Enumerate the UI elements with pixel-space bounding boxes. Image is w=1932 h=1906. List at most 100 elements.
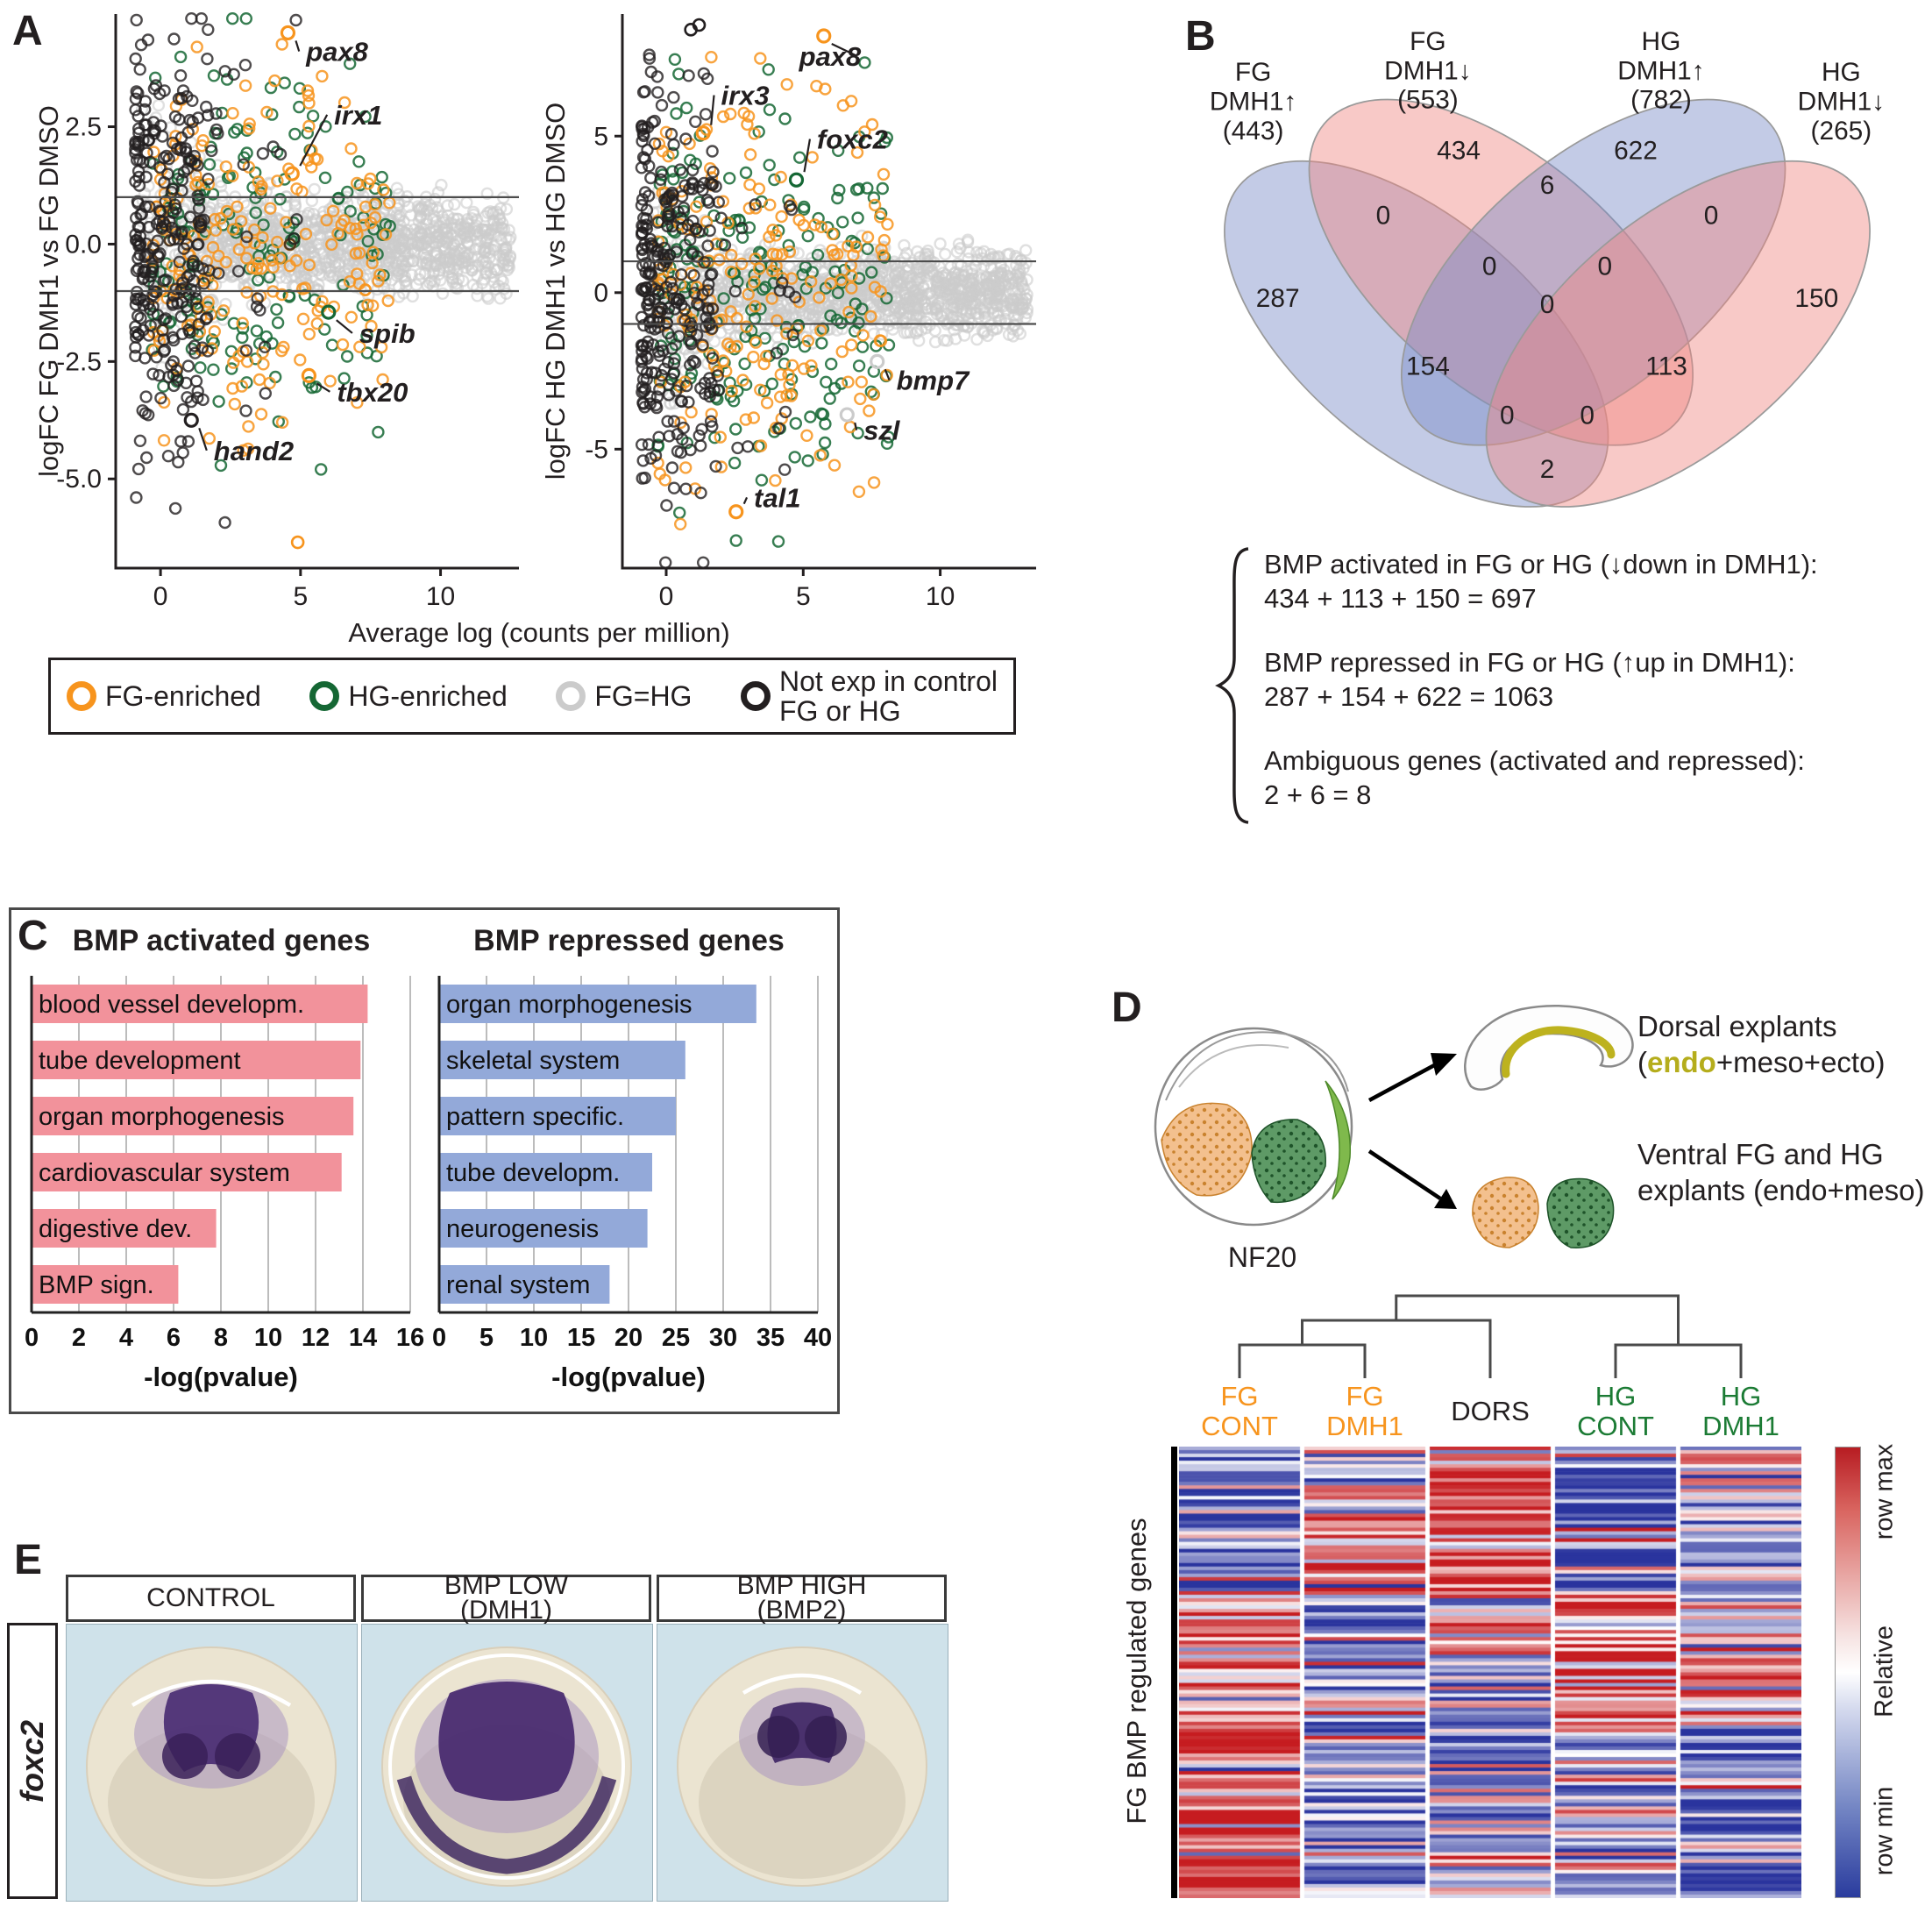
venn-ellipse bbox=[1224, 160, 1609, 508]
summary-group-repressed: BMP repressed in FG or HG (↑up in DMH1):… bbox=[1264, 645, 1818, 714]
venn-set-label: DMH1↑ bbox=[1210, 87, 1296, 116]
y-tick-label: 0.0 bbox=[65, 230, 102, 259]
venn-count: 0 bbox=[1482, 252, 1497, 281]
y-tick-label: 2.5 bbox=[65, 113, 102, 142]
legend-label: FG-enriched bbox=[105, 680, 261, 712]
venn-set-label: DMH1↓ bbox=[1798, 87, 1885, 116]
dorsal-caption-line2: (endo+meso+ecto) bbox=[1637, 1046, 1886, 1078]
legend-item: Not exp in control FG or HG bbox=[740, 666, 998, 726]
ventral-arrow bbox=[1367, 1149, 1457, 1209]
condition-header-control: CONTROL bbox=[66, 1575, 356, 1622]
summary-line: BMP activated in FG or HG (↓down in DMH1… bbox=[1264, 549, 1818, 580]
heatmap bbox=[1179, 1447, 1801, 1898]
embryo-image-control bbox=[66, 1624, 358, 1902]
x-tick-label: 0 bbox=[659, 582, 674, 611]
annotated-point bbox=[301, 367, 317, 384]
y-tick-label: -2.5 bbox=[56, 347, 102, 376]
dendrogram-branch bbox=[1238, 1343, 1367, 1378]
annotated-point bbox=[816, 28, 832, 44]
panel-a-label: A bbox=[12, 8, 43, 54]
venn-set-label: FG bbox=[1235, 58, 1271, 87]
endo-highlight: endo bbox=[1647, 1046, 1716, 1078]
heatmap-col-label: HG DMH1 bbox=[1702, 1381, 1779, 1441]
y-tick-label: -5 bbox=[585, 435, 608, 464]
panel-e-label: E bbox=[14, 1537, 43, 1583]
ventral-explant-art bbox=[1472, 1177, 1615, 1248]
header-line: BMP HIGH bbox=[736, 1571, 867, 1600]
gene-label: hand2 bbox=[214, 436, 294, 466]
bar-label: organ morphogenesis bbox=[39, 1103, 285, 1131]
gene-label-box: foxc2 bbox=[7, 1623, 58, 1899]
gene-label: tal1 bbox=[754, 482, 800, 513]
x-axis-label: -log(pvalue) bbox=[144, 1362, 298, 1392]
x-tick-label: 20 bbox=[614, 1324, 643, 1352]
axes bbox=[114, 14, 519, 570]
embryo-art bbox=[1154, 1027, 1353, 1227]
venn-count: 0 bbox=[1704, 201, 1719, 230]
x-tick-label: 16 bbox=[396, 1324, 424, 1352]
x-tick-label: 6 bbox=[167, 1324, 181, 1352]
bar-label: pattern specific. bbox=[446, 1103, 624, 1131]
legend-box: FG-enriched HG-enriched FG=HG Not exp in co… bbox=[48, 658, 1016, 735]
dendrogram-branch bbox=[1614, 1343, 1743, 1378]
dorsal-explant-art bbox=[1464, 1005, 1634, 1091]
ventral-caption: Ventral FG and HG explants (endo+meso) bbox=[1637, 1136, 1924, 1208]
panel-b-label: B bbox=[1185, 13, 1216, 60]
bar bbox=[32, 985, 368, 1023]
gene-label: szl bbox=[863, 416, 901, 446]
ma-plot-fg: 2.5 0.0 -2.5 -5.0 0 5 10 logFC FG DMH1 vs FG DM… bbox=[33, 11, 519, 611]
annotated-point bbox=[321, 304, 337, 320]
explant-diagram bbox=[1154, 1005, 1634, 1248]
bar-label: organ morphogenesis bbox=[446, 991, 693, 1019]
axes bbox=[621, 14, 1036, 570]
panel-c-label: C bbox=[18, 913, 48, 959]
curly-brace bbox=[1215, 547, 1249, 824]
venn-count: 150 bbox=[1794, 284, 1838, 313]
ventral-caption-line1: Ventral FG and HG bbox=[1637, 1138, 1884, 1170]
heatmap-col-label: FG CONT bbox=[1201, 1381, 1278, 1441]
venn-count: 434 bbox=[1437, 137, 1481, 166]
annotated-point bbox=[839, 407, 855, 423]
summary-line: 287 + 154 + 622 = 1063 bbox=[1264, 681, 1554, 712]
bar bbox=[32, 1097, 354, 1135]
heatmap-col-label: DORS bbox=[1451, 1396, 1530, 1426]
bar-title-activated: BMP activated genes bbox=[72, 924, 371, 957]
gene-label: pax8 bbox=[799, 41, 862, 72]
x-tick-label: 10 bbox=[426, 582, 455, 611]
bar bbox=[439, 1153, 652, 1191]
x-tick-label: 35 bbox=[756, 1324, 785, 1352]
venn-count: 0 bbox=[1598, 252, 1613, 281]
gene-name: foxc2 bbox=[14, 1719, 51, 1803]
hindgut-crescent bbox=[1325, 1080, 1352, 1200]
x-tick-label: 0 bbox=[25, 1324, 39, 1352]
scale-title-label: Relative bbox=[1870, 1625, 1899, 1718]
venn-count: 113 bbox=[1645, 352, 1687, 380]
header-line: CONTROL bbox=[146, 1583, 275, 1612]
annotated-point bbox=[728, 504, 744, 520]
x-tick-label: 0 bbox=[432, 1324, 446, 1352]
dorsal-arrow bbox=[1367, 1053, 1457, 1102]
bar bbox=[439, 985, 756, 1023]
venn-count: 0 bbox=[1376, 201, 1391, 230]
x-tick-label: 15 bbox=[567, 1324, 595, 1352]
dendrogram bbox=[1238, 1294, 1743, 1378]
venn-set-label: HG bbox=[1642, 27, 1681, 56]
bar-chart-repressed: organ morphogenesis skeletal system patter… bbox=[432, 976, 832, 1392]
venn-count: 2 bbox=[1540, 455, 1555, 484]
scatter-points bbox=[129, 11, 517, 550]
header-line: (DMH1) bbox=[460, 1596, 552, 1625]
x-tick-label: 2 bbox=[72, 1324, 86, 1352]
gene-label: bmp7 bbox=[897, 365, 970, 395]
x-tick-label: 14 bbox=[349, 1324, 377, 1352]
bar bbox=[32, 1041, 361, 1079]
bar bbox=[32, 1153, 342, 1191]
dorsal-caption-line1: Dorsal explants bbox=[1637, 1010, 1837, 1042]
venn-set-label: (553) bbox=[1397, 86, 1459, 115]
embryo-image-bmp-high bbox=[657, 1624, 948, 1902]
venn-set-label: FG bbox=[1410, 27, 1445, 56]
scale-min-label: row min bbox=[1870, 1786, 1899, 1876]
header-line: BMP LOW bbox=[444, 1571, 569, 1600]
bar-label: skeletal system bbox=[446, 1047, 620, 1075]
x-tick-label: 0 bbox=[153, 582, 168, 611]
